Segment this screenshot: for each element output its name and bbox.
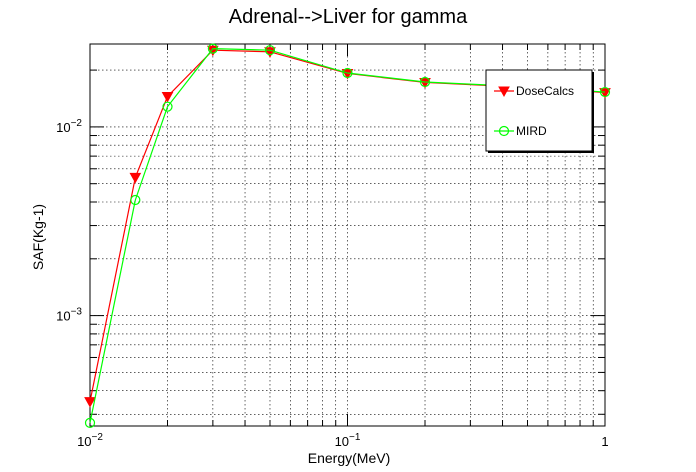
chart-title: Adrenal-->Liver for gamma <box>229 6 468 28</box>
data-point <box>599 88 611 99</box>
data-point <box>162 101 173 112</box>
x-tick-label: 10−1 <box>335 432 361 449</box>
x-axis-label: Energy(MeV) <box>308 450 390 466</box>
data-point <box>419 77 431 89</box>
y-axis-label: SAF(Kg-1) <box>30 204 46 270</box>
data-point <box>129 172 142 184</box>
data-point <box>342 67 353 79</box>
x-tick-label: 10−2 <box>77 432 103 449</box>
data-point <box>264 45 276 56</box>
legend: DoseCalcs MIRD <box>485 69 594 153</box>
y-tick-label: 10−3 <box>56 307 82 324</box>
x-tick-label: 1 <box>601 434 608 449</box>
data-point <box>84 397 96 408</box>
legend-box <box>485 69 593 152</box>
tick-labels: 10−2 10−1 1 10−3 10−2 <box>56 118 608 449</box>
data-point <box>599 86 611 98</box>
data-point <box>419 76 431 88</box>
legend-marker <box>498 125 510 137</box>
legend-marker <box>498 86 510 98</box>
data-point <box>161 91 174 103</box>
data-point <box>130 194 141 206</box>
legend-label: MIRD <box>516 124 547 138</box>
y-tick-label: 10−2 <box>56 118 82 135</box>
legend-label: DoseCalcs <box>516 84 574 98</box>
data-point <box>207 43 218 54</box>
data-point <box>84 417 96 429</box>
